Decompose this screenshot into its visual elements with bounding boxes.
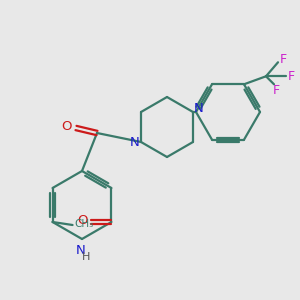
Text: N: N [194, 103, 204, 116]
Text: N: N [76, 244, 86, 256]
Text: F: F [279, 53, 286, 66]
Text: O: O [77, 214, 88, 227]
Text: CH₃: CH₃ [74, 219, 93, 229]
Text: O: O [62, 121, 72, 134]
Text: H: H [82, 252, 90, 262]
Text: F: F [287, 70, 295, 83]
Text: N: N [130, 136, 140, 148]
Text: F: F [272, 84, 280, 97]
